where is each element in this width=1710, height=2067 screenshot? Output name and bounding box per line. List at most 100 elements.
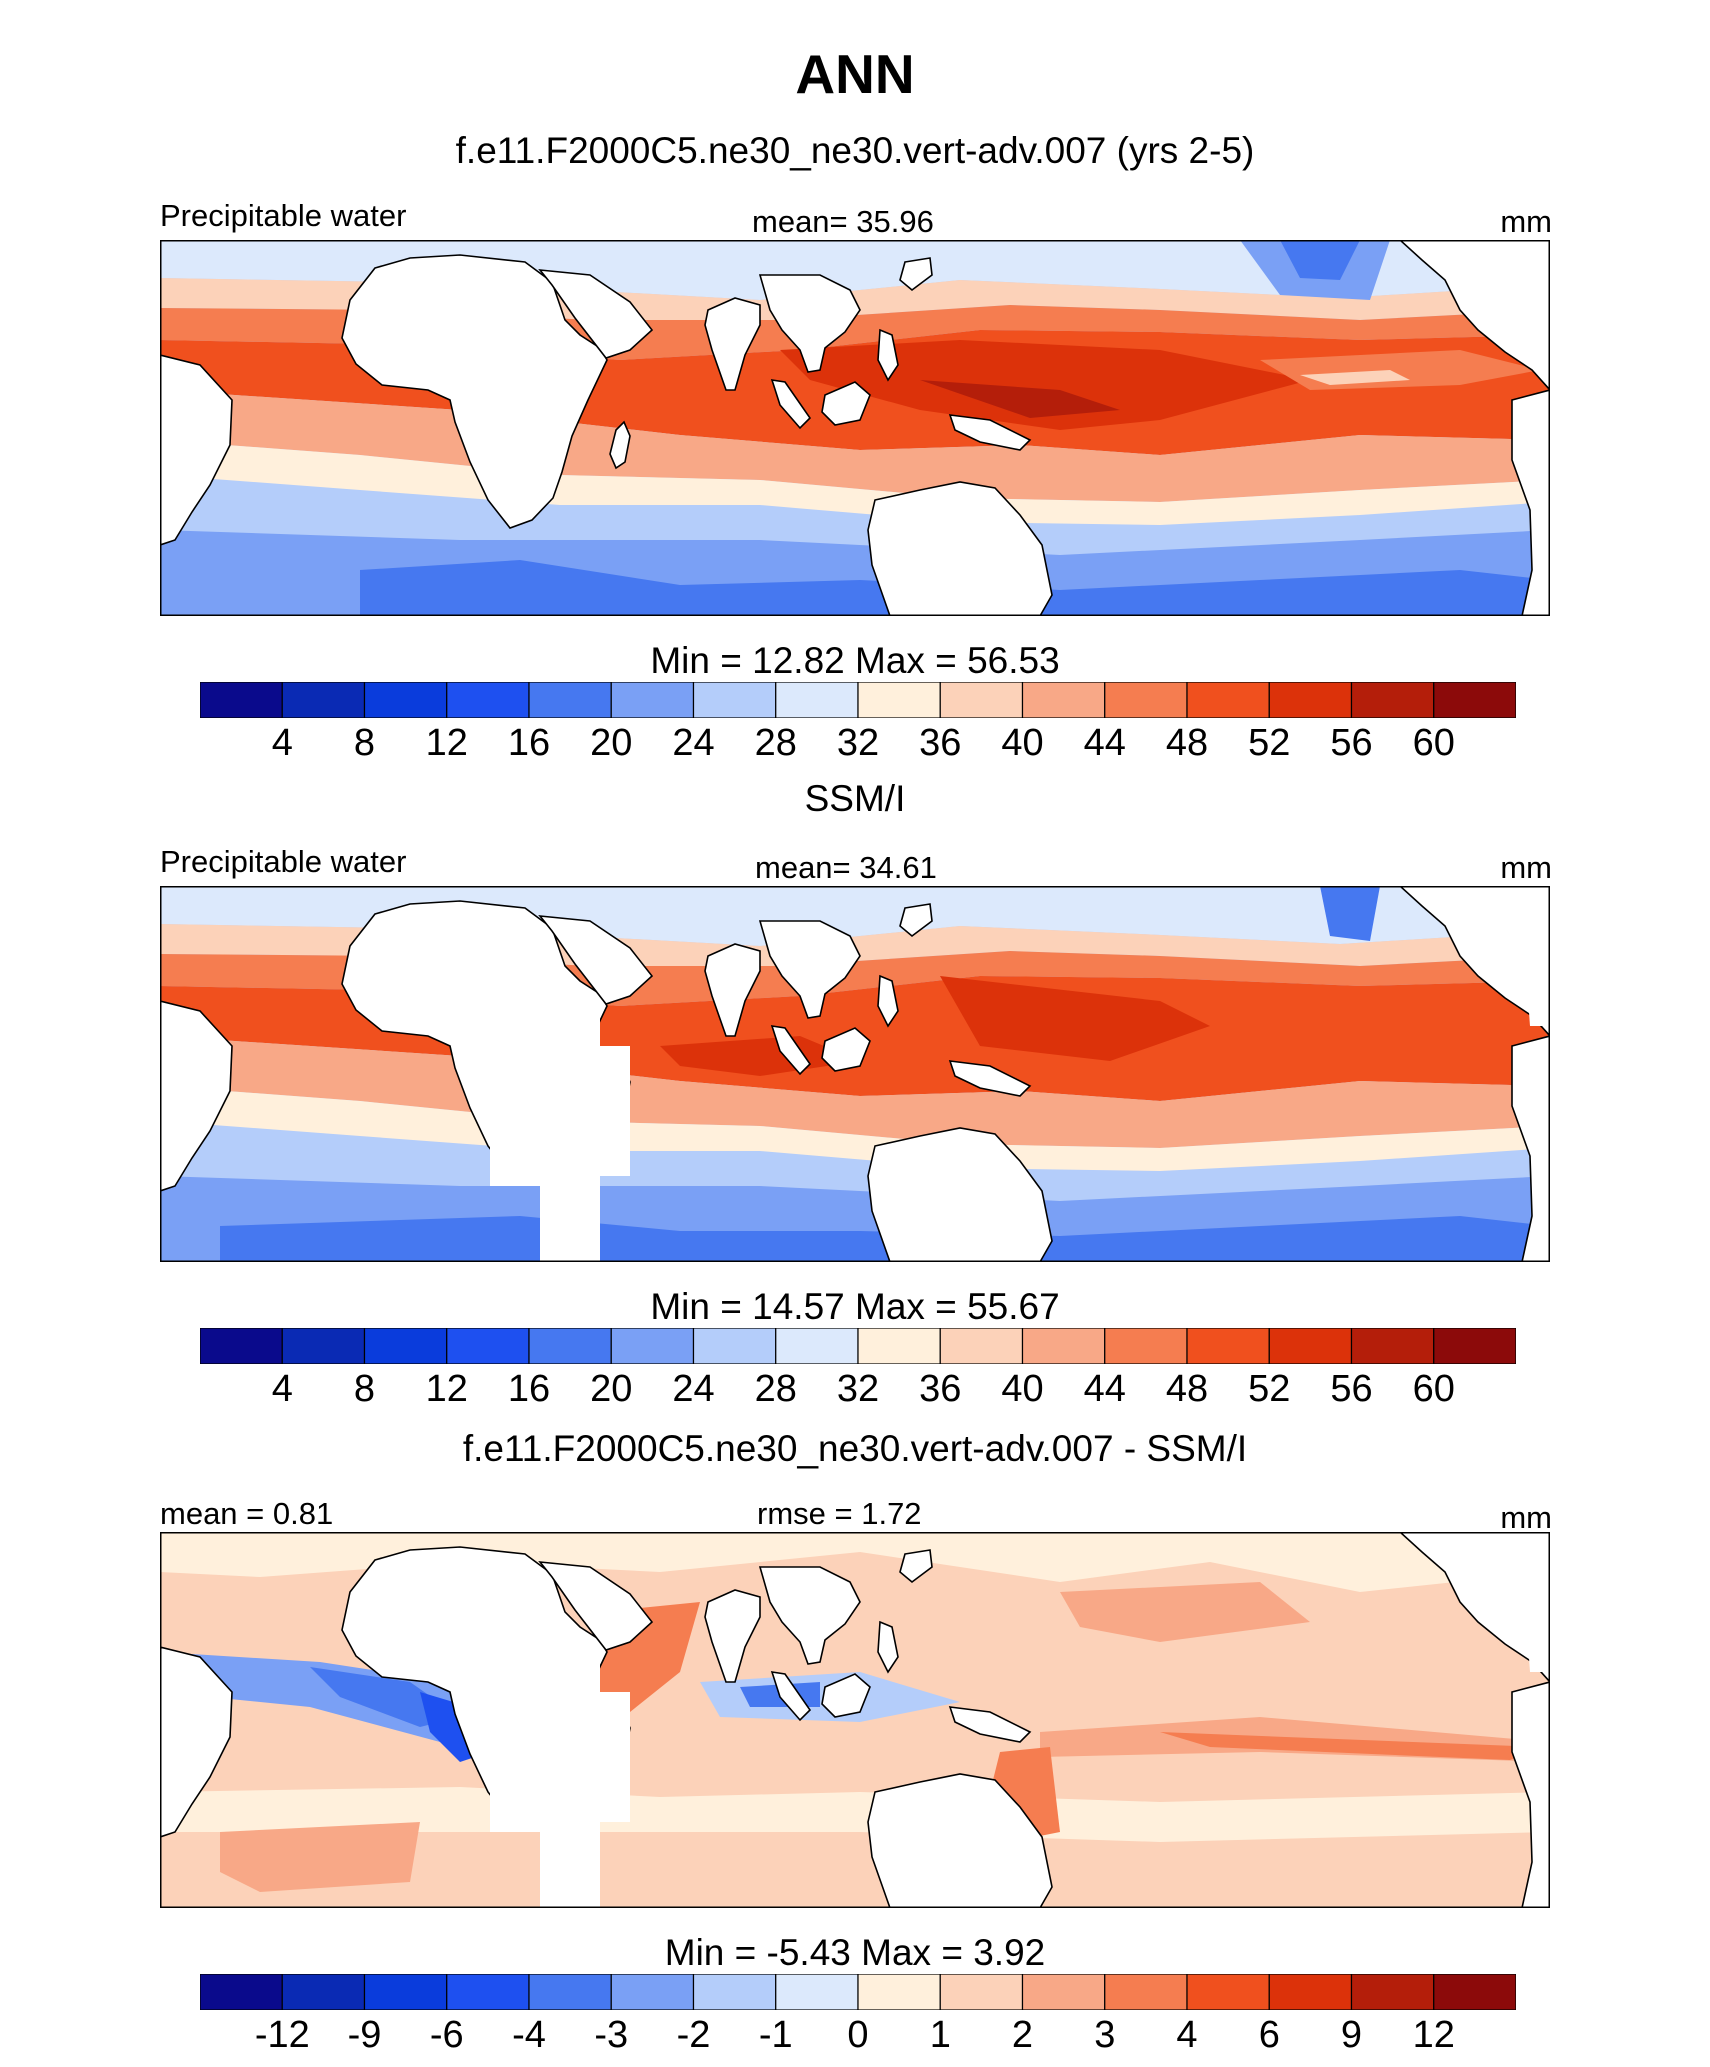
panel-3-colorbar-swatch <box>1350 1974 1435 2010</box>
panel-1-east-pacific-inner <box>1300 370 1410 385</box>
panel-3-colorbar-tick-label: 6 <box>1258 2014 1280 2056</box>
panel-2-colorbar-swatch <box>1268 1328 1353 1364</box>
panel-2-north-pacific-low <box>1320 886 1380 941</box>
panel-3-colorbar-tick-label: -2 <box>676 2014 711 2056</box>
panel-2-colorbar-swatch <box>1350 1328 1435 1364</box>
panel-1-colorbar-swatch <box>857 682 941 718</box>
panel-1-colorbar-tick-label: 32 <box>836 722 880 764</box>
panel-1-colorbar-tick-label: 20 <box>590 722 633 764</box>
panel-3-colorbar-tick-label: 4 <box>1176 2014 1198 2056</box>
panel-2-minmax: Min = 14.57 Max = 55.67 <box>650 1286 1060 1327</box>
panel-1-colorbar-tick-label: 60 <box>1412 722 1455 764</box>
panel-1-colorbar-swatch <box>1433 682 1516 718</box>
panel-2-colorbar <box>200 1328 1516 1364</box>
panel-3-colorbar-swatch <box>775 1974 859 2010</box>
panel-2-warm-pool-max <box>940 976 1210 1061</box>
panel-3-colorbar-swatch <box>363 1974 448 2010</box>
panel-1-colorbar-tick-label: 8 <box>353 722 376 764</box>
panel-2-colorbar-swatch <box>281 1328 366 1364</box>
panel-3-colorbar-tick-label: -4 <box>512 2014 546 2056</box>
panel-1-colorbar-tick-label: 24 <box>672 722 715 764</box>
panel-3-colorbar-tick-label: 9 <box>1340 2014 1363 2056</box>
panel-2-colorbar-swatch <box>692 1328 777 1364</box>
panel-2-colorbar-swatch <box>775 1328 859 1364</box>
panel-3-mean-label: mean = 0.81 <box>160 1496 334 1531</box>
panel-3-colorbar-tick-label: -3 <box>594 2014 629 2056</box>
panel-3-colorbar-swatch <box>1433 1974 1516 2010</box>
panel-1-minmax: Min = 12.82 Max = 56.53 <box>650 640 1060 681</box>
panel-2-colorbar-tick-label: 4 <box>271 1368 293 1410</box>
panel-3-missing-data-mask <box>490 1642 630 1908</box>
figure-title: ANN <box>795 43 915 105</box>
panel-3-colorbar-swatch <box>610 1974 695 2010</box>
panel-1-colorbar-ticks: 4 8 12 16 20 24 28 32 36 40 44 48 52 56 60 <box>0 722 1710 770</box>
panel-2-frame <box>160 886 1550 1262</box>
panel-3-colorbar-swatch <box>446 1974 530 2010</box>
panel-3-colorbar-swatch <box>692 1974 777 2010</box>
panel-1-colorbar-tick-label: 40 <box>1001 722 1044 764</box>
panel-1-colorbar-swatch <box>1350 682 1435 718</box>
panel-3-colorbar-swatch <box>1268 1974 1353 2010</box>
panel-1-colorbar-swatch <box>692 682 777 718</box>
panel-3-south-atlantic-plus <box>220 1822 420 1892</box>
panel-1-band-52 <box>780 340 1310 430</box>
panel-2-map <box>160 886 1550 1262</box>
panel-2-colorbar-swatch <box>610 1328 695 1364</box>
panel-1-colorbar-tick-label: 48 <box>1165 722 1209 764</box>
panel-1-colorbar-swatch <box>775 682 859 718</box>
panel-3-colorbar <box>200 1974 1516 2010</box>
panel-1-subtitle: f.e11.F2000C5.ne30_ne30.vert-adv.007 (yr… <box>455 130 1255 171</box>
panel-1-colorbar-swatch <box>281 682 366 718</box>
panel-1-colorbar-tick-label: 56 <box>1330 722 1373 764</box>
panel-3-minmax: Min = -5.43 Max = 3.92 <box>664 1932 1046 1973</box>
panel-1-variable-label: Precipitable water <box>160 198 407 233</box>
panel-3-north-pacific-plus <box>1060 1582 1310 1642</box>
panel-3-colorbar-swatch <box>857 1974 941 2010</box>
panel-3-subtitle: f.e11.F2000C5.ne30_ne30.vert-adv.007 - S… <box>462 1428 1248 1469</box>
panel-1-colorbar-tick-label: 44 <box>1083 722 1126 764</box>
panel-2-colorbar-tick-label: 56 <box>1330 1368 1373 1410</box>
panel-2-missing-data-mask-east <box>1520 886 1550 1026</box>
panel-2-units-label: mm <box>1500 850 1552 885</box>
panel-1-colorbar-swatch <box>1021 682 1106 718</box>
panel-1-colorbar-swatch <box>528 682 612 718</box>
panel-3-colorbar-tick-label: 1 <box>929 2014 951 2056</box>
panel-3-colorbar-swatch <box>1104 1974 1188 2010</box>
panel-1-colorbar <box>200 682 1516 718</box>
panel-2-colorbar-tick-label: 8 <box>353 1368 376 1410</box>
panel-2-colorbar-tick-label: 16 <box>507 1368 551 1410</box>
panel-1-colorbar-swatch <box>1104 682 1188 718</box>
panel-2-colorbar-tick-label: 40 <box>1001 1368 1044 1410</box>
panel-3-colorbar-tick-label: 2 <box>1011 2014 1034 2056</box>
panel-1-band-32 <box>160 440 1550 525</box>
panel-2-colorbar-tick-label: 28 <box>754 1368 797 1410</box>
panel-2-colorbar-swatch <box>1104 1328 1188 1364</box>
panel-3-colorbar-swatch <box>1186 1974 1270 2010</box>
panel-1-band-56 <box>920 380 1120 418</box>
panel-1-colorbar-tick-label: 4 <box>271 722 293 764</box>
panel-2-colorbar-tick-label: 52 <box>1248 1368 1291 1410</box>
panel-3-colorbar-swatch <box>939 1974 1024 2010</box>
panel-2-colorbar-swatch <box>363 1328 448 1364</box>
panel-2-colorbar-tick-label: 32 <box>836 1368 880 1410</box>
panel-2-variable-label: Precipitable water <box>160 844 407 879</box>
panel-2-colorbar-ticks: 4 8 12 16 20 24 28 32 36 40 44 48 52 56 60 <box>0 1368 1710 1416</box>
panel-1-colorbar-tick-label: 52 <box>1248 722 1291 764</box>
panel-3-north-light <box>160 1532 1550 1592</box>
panel-1-colorbar-swatch <box>939 682 1024 718</box>
panel-2-colorbar-swatch <box>857 1328 941 1364</box>
panel-2-indian-ocean-max <box>660 1036 860 1076</box>
panel-2-colorbar-tick-label: 24 <box>672 1368 715 1410</box>
panel-3-missing-data-mask-east <box>1520 1532 1550 1672</box>
panel-3-colorbar-tick-label: -6 <box>429 2014 464 2056</box>
panel-3-colorbar-ticks: -12 -9 -6 -4 -3 -2 -1 0 1 2 3 4 6 9 12 <box>0 2014 1710 2062</box>
panel-1-colorbar-swatch <box>1268 682 1353 718</box>
panel-3-frame <box>160 1532 1550 1908</box>
panel-3-colorbar-tick-label: -9 <box>347 2014 382 2056</box>
panel-1-north-pacific-lowest <box>1280 240 1360 280</box>
panel-1-colorbar-swatch <box>200 682 283 718</box>
panel-2-colorbar-swatch <box>1021 1328 1106 1364</box>
panel-1-mean-label: mean= 35.96 <box>752 204 934 239</box>
panel-3-colorbar-tick-label: -1 <box>758 2014 793 2056</box>
panel-1-colorbar-swatch <box>1186 682 1270 718</box>
